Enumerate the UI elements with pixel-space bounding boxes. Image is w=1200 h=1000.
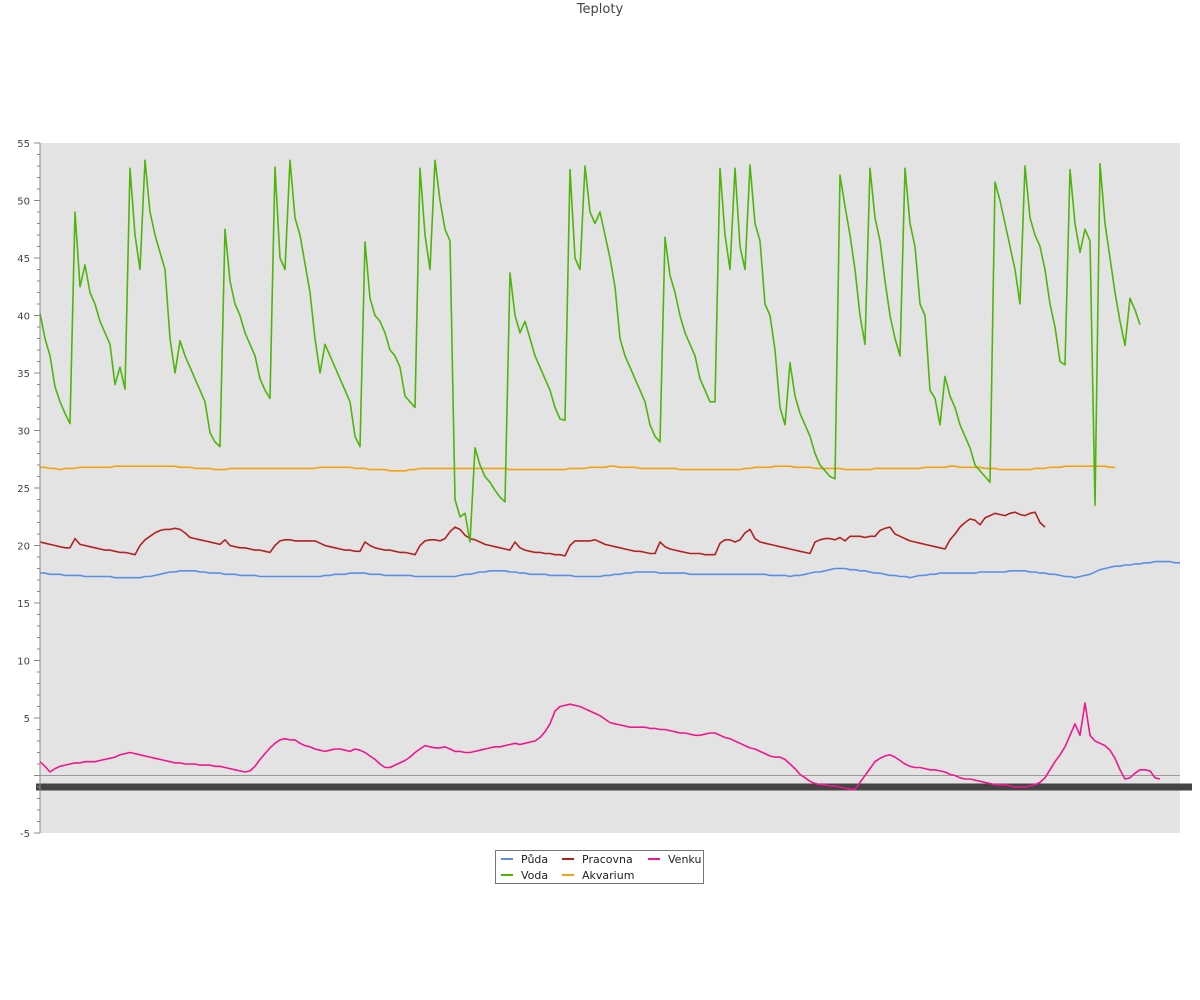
y-tick-label: 30 <box>17 427 30 438</box>
legend: Půda Voda Pracovna Akvarium Venku <box>495 850 704 884</box>
legend-swatch-venku <box>648 858 660 860</box>
legend-item-puda: Půda <box>501 853 548 867</box>
legend-item-venku: Venku <box>648 853 701 867</box>
y-tick-label: 15 <box>17 599 30 610</box>
legend-swatch-puda <box>501 858 513 860</box>
y-tick-label: 35 <box>17 369 30 380</box>
legend-item-akvarium: Akvarium <box>562 869 634 883</box>
chart-title: Teploty <box>576 2 624 17</box>
legend-label-voda: Voda <box>521 869 549 882</box>
y-tick-label: 10 <box>17 657 30 668</box>
y-tick-label: -5 <box>20 829 30 840</box>
y-tick-label: 55 <box>17 139 30 150</box>
y-tick-label: 45 <box>17 254 30 265</box>
series-line-pda <box>40 560 1180 579</box>
legend-item-pracovna: Pracovna <box>562 853 633 867</box>
legend-item-voda: Voda <box>501 869 548 883</box>
series-line-venku <box>39 702 1161 791</box>
legend-swatch-pracovna <box>562 858 574 860</box>
legend-swatch-akvarium <box>562 874 574 876</box>
y-tick-label: 5 <box>24 714 30 725</box>
series-line-akvarium <box>40 465 1115 472</box>
x-axis-tick-band <box>36 783 1192 791</box>
series-line-pracovna <box>39 511 1046 557</box>
y-tick-label: 40 <box>17 312 30 323</box>
legend-label-venku: Venku <box>668 853 702 866</box>
y-tick-label: 20 <box>17 542 30 553</box>
legend-label-akvarium: Akvarium <box>582 869 635 882</box>
plot-background <box>40 143 1180 833</box>
legend-label-pracovna: Pracovna <box>582 853 633 866</box>
y-tick-label: 50 <box>17 197 30 208</box>
legend-swatch-voda <box>501 874 513 876</box>
series-line-voda <box>39 159 1141 543</box>
legend-label-puda: Půda <box>521 853 549 866</box>
y-tick-label: 25 <box>17 484 30 495</box>
